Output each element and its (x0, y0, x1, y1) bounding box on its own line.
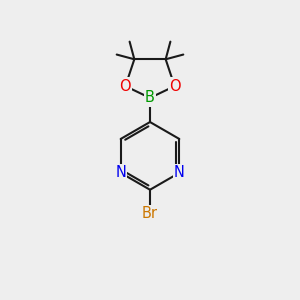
Text: O: O (169, 79, 180, 94)
Text: N: N (174, 165, 185, 180)
Text: N: N (115, 165, 126, 180)
Text: Br: Br (142, 206, 158, 221)
Text: B: B (145, 90, 155, 105)
Text: O: O (120, 79, 131, 94)
